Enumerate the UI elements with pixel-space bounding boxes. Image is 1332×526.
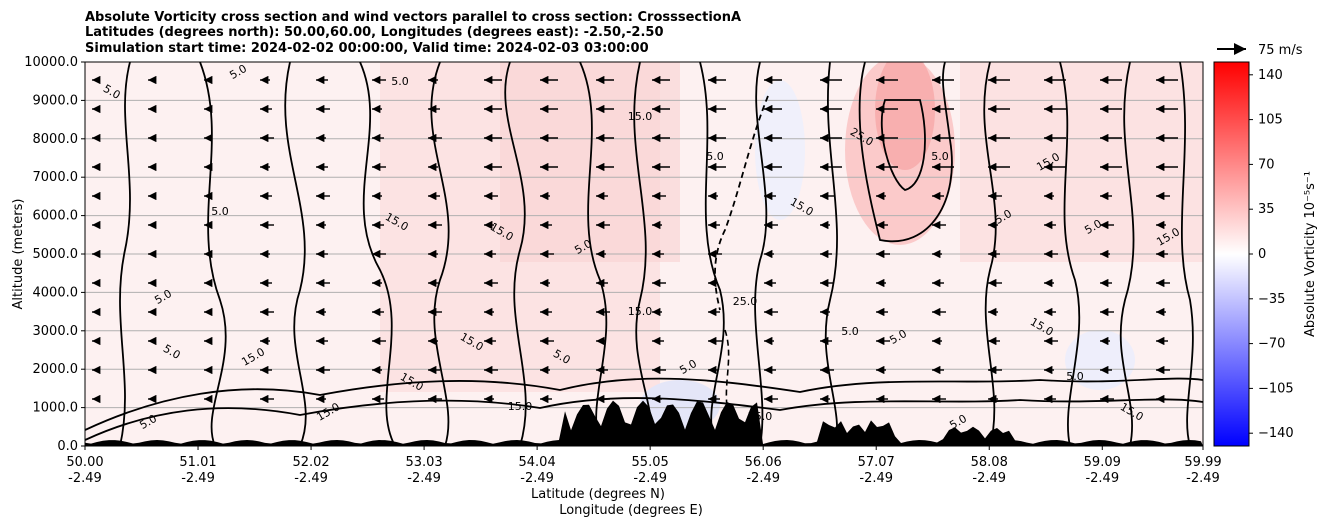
- x-axis: 50.00-2.4951.01-2.4952.02-2.4953.03-2.49…: [66, 446, 1222, 486]
- x-tick-label-lon: -2.49: [1085, 471, 1119, 486]
- x-tick-label-lat: 55.05: [632, 455, 669, 470]
- contour-label: 5.0: [931, 150, 949, 163]
- colorbar-tick-label: −140: [1258, 426, 1294, 441]
- y-tick-label: 8000.0: [33, 132, 79, 147]
- colorbar-ticks: 140 105 70 35 0 −35 −70 −105 −140: [1249, 68, 1294, 441]
- contour-label: 5.0: [706, 150, 724, 163]
- x-tick-label-lon: -2.49: [633, 471, 667, 486]
- x-tick-label-lat: 54.04: [519, 455, 556, 470]
- contour-label: 5.0: [211, 205, 229, 218]
- x-tick-label-lat: 51.01: [179, 455, 216, 470]
- contour-label: 5.0: [391, 75, 409, 88]
- colorbar-tick-label: −105: [1258, 381, 1294, 396]
- contour-label: 15.0: [508, 400, 533, 413]
- y-tick-label: 5000.0: [33, 247, 79, 262]
- x-tick-label-lat: 52.02: [292, 455, 329, 470]
- x-axis-label-longitude: Longitude (degrees E): [559, 503, 703, 518]
- colorbar-tick-label: 140: [1258, 68, 1283, 83]
- negative-vorticity-patch: [1065, 330, 1135, 390]
- x-tick-label-lat: 57.07: [858, 455, 895, 470]
- y-axis: 0.0 1000.0 2000.0 3000.0 4000.0 5000.0 6000.0 7…: [24, 55, 85, 454]
- vorticity-field: 5.05.0 5.015.05.025.05.0 15.05.0 15.0 15.05.…: [85, 62, 1203, 446]
- x-tick-label-lon: -2.49: [407, 471, 441, 486]
- y-tick-label: 3000.0: [33, 324, 79, 339]
- vorticity-core: [875, 62, 935, 170]
- title-line-1: Absolute Vorticity cross section and win…: [85, 10, 741, 25]
- x-axis-label-latitude: Latitude (degrees N): [531, 487, 665, 502]
- colorbar-bar: [1213, 61, 1250, 447]
- title-line-3: Simulation start time: 2024-02-02 00:00:…: [85, 41, 649, 56]
- x-tick-label-lon: -2.49: [972, 471, 1006, 486]
- contour-label: 5.0: [1066, 370, 1084, 383]
- y-tick-label: 7000.0: [33, 170, 79, 185]
- colorbar-tick-label: 105: [1258, 113, 1283, 128]
- x-tick-label-lat: 59.09: [1084, 455, 1121, 470]
- x-tick-label-lon: -2.49: [294, 471, 328, 486]
- colorbar-tick-label: −35: [1258, 292, 1285, 307]
- x-tick-label-lon: -2.49: [859, 471, 893, 486]
- wind-vectors: [92, 75, 1178, 404]
- colorbar-label: Absolute Vorticity 10⁻⁵s⁻¹: [1303, 171, 1318, 337]
- x-tick-label-lat: 50.00: [66, 455, 103, 470]
- contour-label: 15.0: [628, 305, 653, 318]
- y-axis-label: Altitude (meters): [11, 199, 26, 310]
- negative-vorticity-patch: [755, 80, 805, 220]
- y-tick-label: 10000.0: [24, 55, 78, 70]
- terrain: [85, 400, 1203, 446]
- colorbar-tick-label: −70: [1258, 337, 1285, 352]
- quiver-key-label: 75 m/s: [1258, 43, 1303, 58]
- colorbar-tick-label: 0: [1258, 247, 1266, 262]
- x-tick-label-lon: -2.49: [181, 471, 215, 486]
- y-tick-label: 1000.0: [33, 401, 79, 416]
- y-tick-label: 6000.0: [33, 209, 79, 224]
- y-tick-label: 2000.0: [33, 362, 79, 377]
- y-tick-label: 0.0: [57, 439, 78, 454]
- x-tick-label-lon: -2.49: [68, 471, 102, 486]
- x-tick-label-lon: -2.49: [746, 471, 780, 486]
- colorbar-tick-label: 35: [1258, 202, 1275, 217]
- colorbar-tick-label: 70: [1258, 157, 1275, 172]
- x-tick-label-lon: -2.49: [520, 471, 554, 486]
- x-tick-label-lat: 53.03: [405, 455, 442, 470]
- y-tick-label: 4000.0: [33, 285, 79, 300]
- contour-label: 5.0: [841, 325, 859, 338]
- x-tick-label-lat: 59.99: [1184, 455, 1221, 470]
- x-tick-label-lat: 58.08: [971, 455, 1008, 470]
- plot-area: 5.05.0 5.015.05.025.05.0 15.05.0 15.0 15.05.…: [24, 55, 1222, 486]
- title-line-2: Latitudes (degrees north): 50.00,60.00, …: [85, 25, 664, 40]
- y-tick-label: 9000.0: [33, 93, 79, 108]
- gridlines: [85, 99, 1203, 409]
- contour-label: 15.0: [628, 110, 653, 123]
- contour-label: 25.0: [733, 295, 758, 308]
- x-tick-label-lon: -2.49: [1186, 471, 1220, 486]
- negative-contour: [714, 95, 769, 311]
- x-tick-label-lat: 56.06: [745, 455, 782, 470]
- colorbar: 140 105 70 35 0 −35 −70 −105 −140 Absolute Vorti…: [1213, 61, 1318, 447]
